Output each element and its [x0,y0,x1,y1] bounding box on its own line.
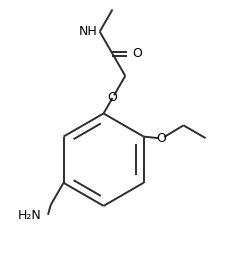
Text: H₂N: H₂N [18,210,42,222]
Text: NH: NH [78,25,97,38]
Text: O: O [132,47,142,60]
Text: O: O [156,132,166,145]
Text: O: O [108,92,117,104]
